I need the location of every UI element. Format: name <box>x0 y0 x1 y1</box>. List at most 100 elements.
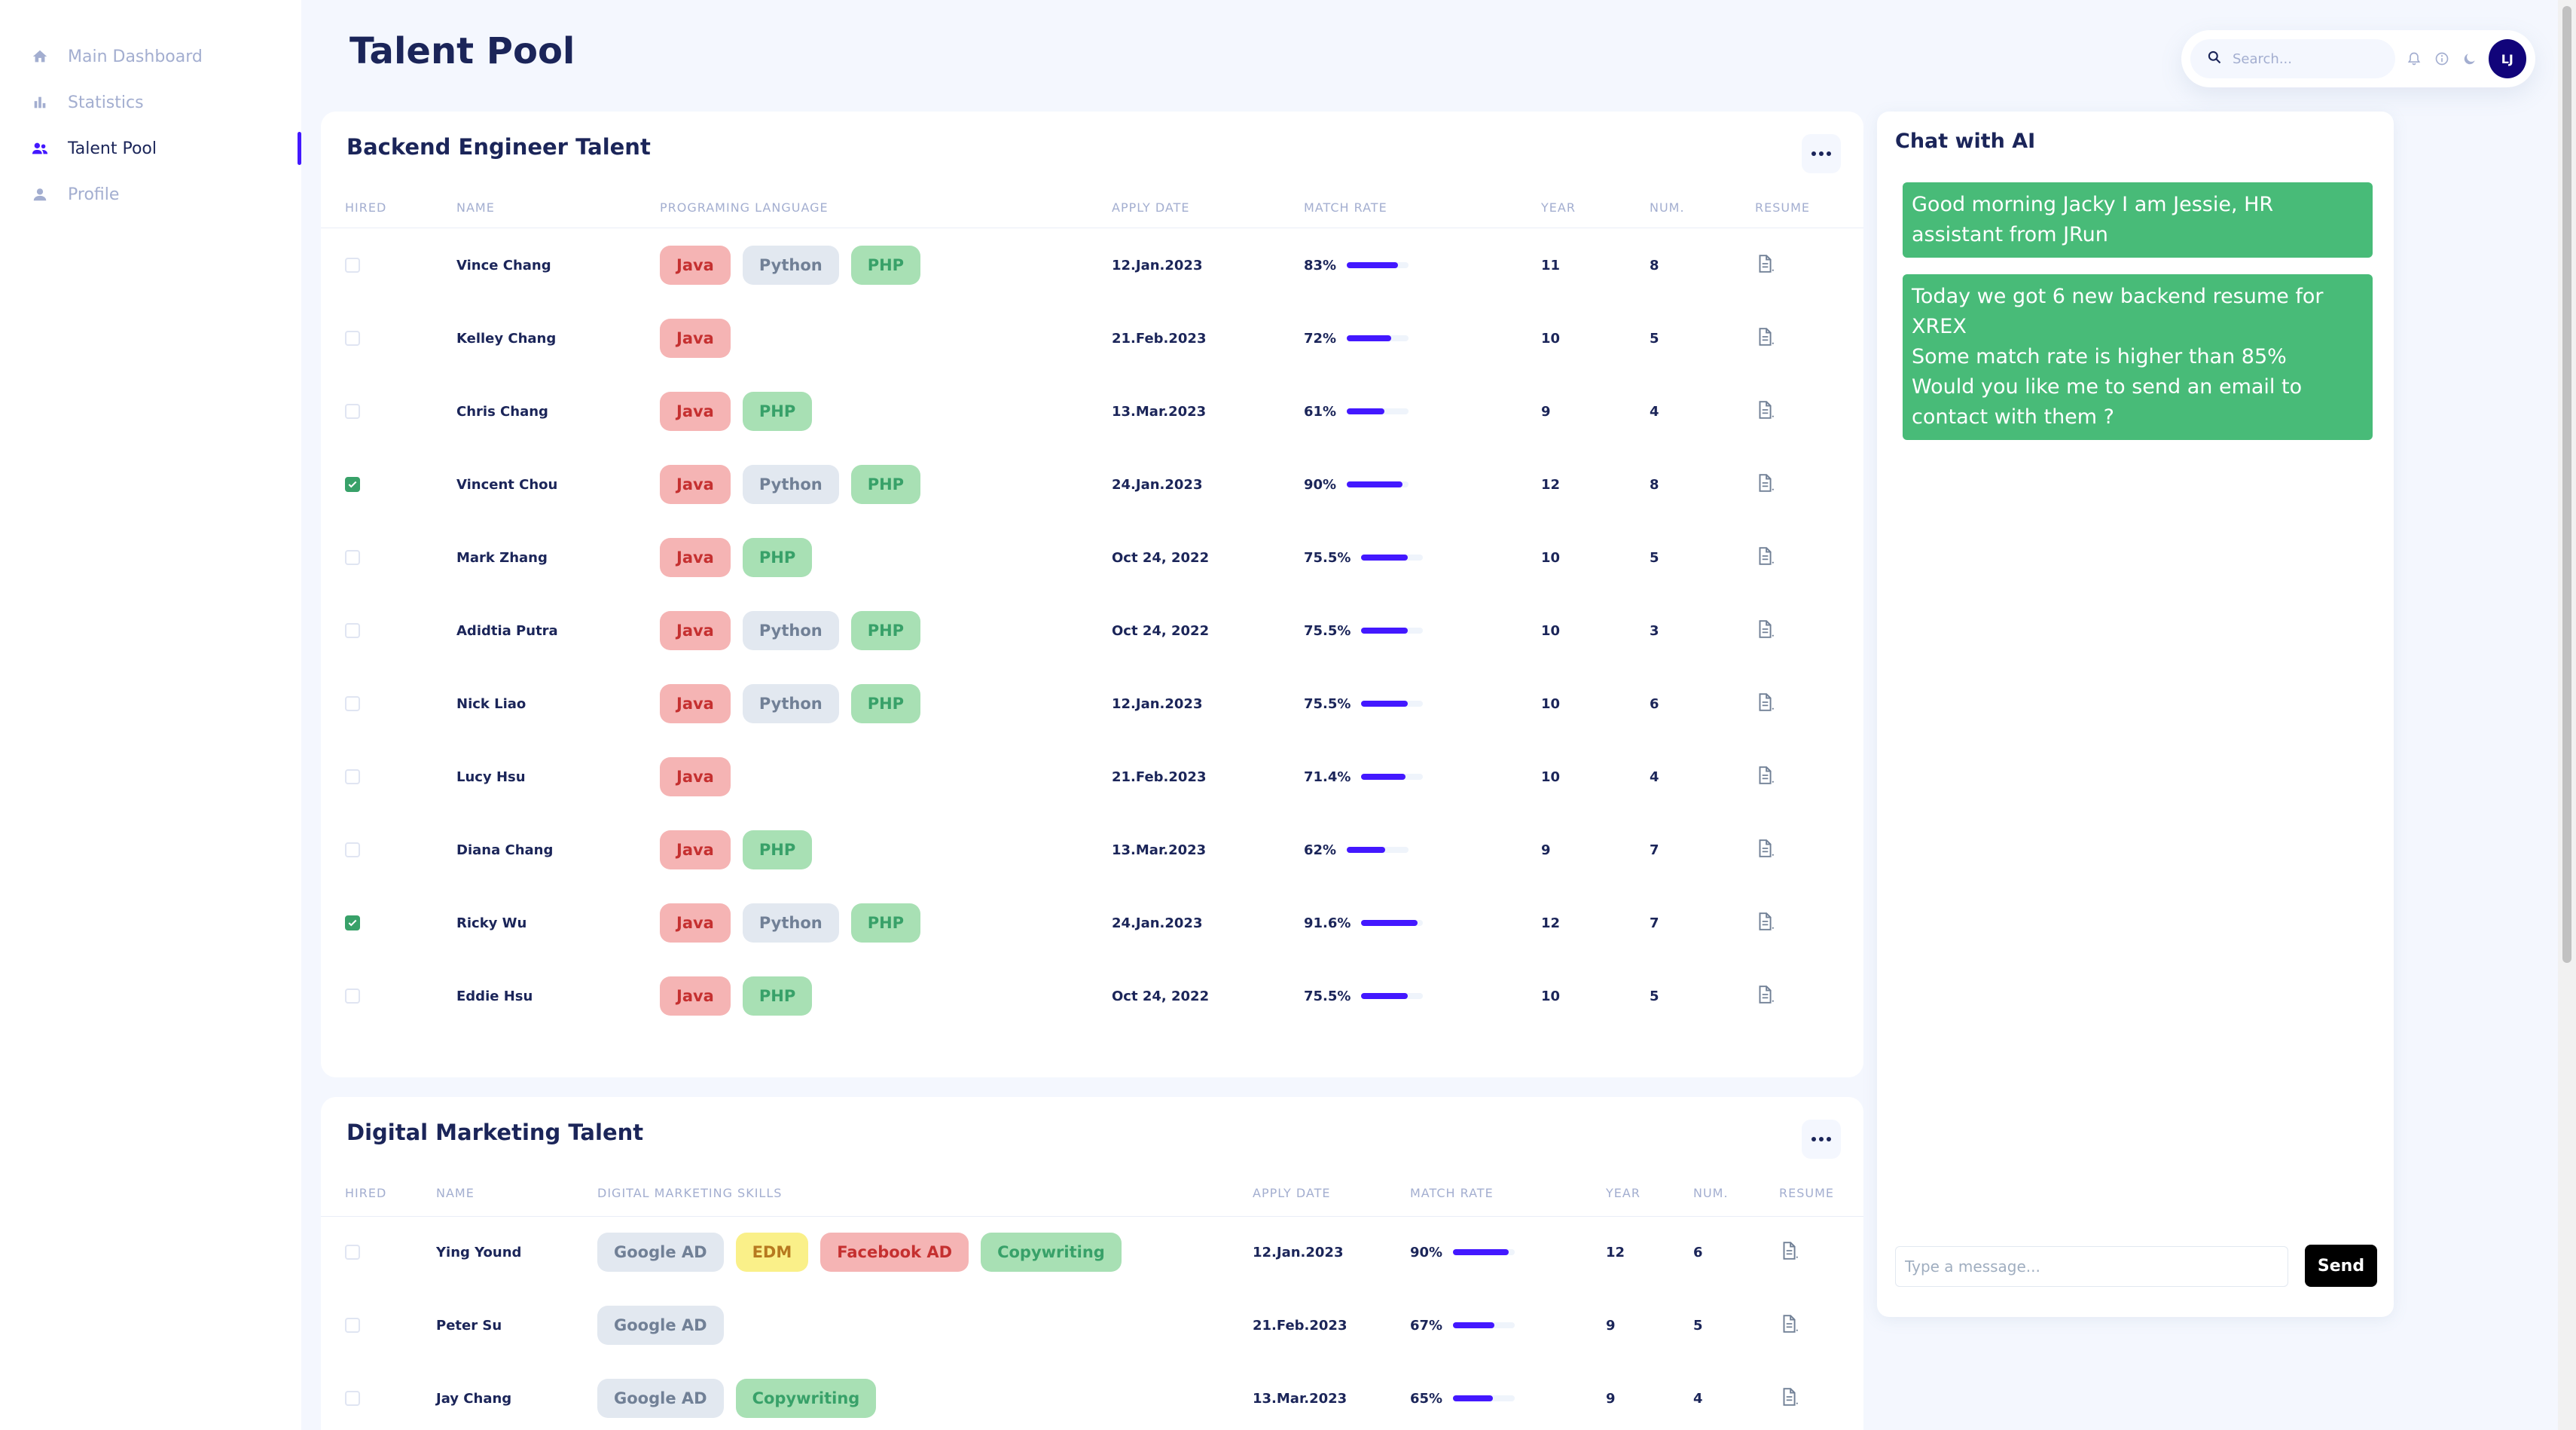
match-rate-value: 71.4% <box>1304 768 1351 785</box>
match-rate-fill <box>1361 628 1409 634</box>
document-icon[interactable] <box>1755 839 1775 862</box>
candidate-name: Jay Chang <box>436 1390 512 1407</box>
hired-checkbox[interactable] <box>345 769 360 784</box>
search-input[interactable] <box>2233 50 2383 67</box>
skills-cell: Google AD Copywriting <box>597 1362 877 1430</box>
hired-checkbox[interactable] <box>345 1318 360 1333</box>
bell-icon[interactable] <box>2404 49 2423 69</box>
document-icon[interactable] <box>1755 765 1775 789</box>
match-rate-bar <box>1347 847 1409 853</box>
year-value: 10 <box>1541 622 1561 639</box>
hired-checkbox[interactable] <box>345 550 360 565</box>
year-value: 10 <box>1541 988 1561 1004</box>
skill-tag: PHP <box>850 903 921 943</box>
match-rate-bar <box>1361 555 1424 561</box>
hired-checkbox[interactable] <box>345 477 360 492</box>
match-rate-cell: 83% <box>1304 229 1409 301</box>
chat-message-line: Would you like me to send an email to co… <box>1912 375 2303 429</box>
document-icon[interactable] <box>1779 1241 1799 1264</box>
match-rate-value: 83% <box>1304 257 1337 273</box>
skill-tag: Python <box>742 903 839 943</box>
hired-checkbox[interactable] <box>345 842 360 857</box>
hired-checkbox[interactable] <box>345 696 360 711</box>
more-options-button[interactable] <box>1802 1120 1841 1159</box>
match-rate-bar <box>1453 1322 1515 1328</box>
chat-message-input[interactable] <box>1895 1246 2288 1287</box>
card-title: Backend Engineer Talent <box>346 134 651 160</box>
match-rate-cell: 91.6% <box>1304 887 1424 959</box>
match-rate-value: 75.5% <box>1304 549 1351 566</box>
info-icon[interactable] <box>2432 49 2451 69</box>
match-rate-cell: 72% <box>1304 302 1409 374</box>
hired-checkbox[interactable] <box>345 258 360 273</box>
document-icon[interactable] <box>1755 400 1775 423</box>
column-header: APPLY DATE <box>1253 1186 1331 1200</box>
table-row: Adidtia Putra Java Python PHP Oct 24, 2022 75… <box>321 594 1863 667</box>
document-icon[interactable] <box>1779 1314 1799 1337</box>
match-rate-fill <box>1347 262 1399 268</box>
hired-checkbox[interactable] <box>345 915 360 930</box>
avatar[interactable]: LJ <box>2488 39 2527 78</box>
hired-cell <box>345 302 360 374</box>
num-value: 7 <box>1650 842 1659 858</box>
document-icon[interactable] <box>1755 327 1775 350</box>
skills-cell: Google AD <box>597 1289 724 1361</box>
sidebar-item-talent-pool[interactable]: Talent Pool <box>30 132 301 165</box>
table-row: Eddie Hsu Java PHP Oct 24, 2022 75.5% 10 5 <box>321 960 1863 1032</box>
hired-checkbox[interactable] <box>345 1391 360 1406</box>
hired-cell <box>345 375 360 448</box>
resume-cell <box>1755 448 1775 521</box>
send-button[interactable]: Send <box>2305 1245 2377 1287</box>
match-rate-fill <box>1361 774 1406 780</box>
chat-message: Today we got 6 new backend resume for XR… <box>1903 274 2373 440</box>
hired-checkbox[interactable] <box>345 404 360 419</box>
num-value: 5 <box>1650 330 1659 347</box>
match-rate-value: 90% <box>1410 1244 1443 1260</box>
document-icon[interactable] <box>1755 254 1775 277</box>
document-icon[interactable] <box>1755 473 1775 497</box>
skill-tags: Java PHP <box>660 976 813 1016</box>
card-title: Digital Marketing Talent <box>346 1120 644 1145</box>
apply-date: 13.Mar.2023 <box>1253 1390 1348 1407</box>
match-rate-cell: 75.5% <box>1304 521 1424 594</box>
hired-checkbox[interactable] <box>345 623 360 638</box>
dots-icon <box>1827 151 1831 156</box>
dots-icon <box>1819 1137 1824 1141</box>
sidebar-item-main-dashboard[interactable]: Main Dashboard <box>30 41 301 72</box>
apply-date: 21.Feb.2023 <box>1253 1317 1348 1334</box>
resume-cell <box>1779 1216 1799 1288</box>
document-icon[interactable] <box>1755 985 1775 1008</box>
column-header: DIGITAL MARKETING SKILLS <box>597 1186 783 1200</box>
hired-checkbox[interactable] <box>345 1245 360 1260</box>
chat-message-line: Today we got 6 new backend resume for XR… <box>1912 285 2324 338</box>
skill-tag: EDM <box>735 1233 809 1272</box>
scrollbar-thumb[interactable] <box>2562 6 2571 963</box>
backend-engineer-card: Backend Engineer Talent HIRED NAME PROGRAM… <box>321 112 1863 1077</box>
dots-icon <box>1819 151 1824 156</box>
more-options-button[interactable] <box>1802 134 1841 173</box>
hired-cell <box>345 229 360 301</box>
document-icon[interactable] <box>1755 912 1775 935</box>
sidebar: Main Dashboard Statistics Talent Pool Pr… <box>0 0 301 1430</box>
num-value: 7 <box>1650 915 1659 931</box>
sidebar-item-profile[interactable]: Profile <box>30 179 301 209</box>
skills-cell: Java PHP <box>660 814 813 886</box>
document-icon[interactable] <box>1755 546 1775 570</box>
page-scrollbar[interactable] <box>2558 0 2576 1430</box>
document-icon[interactable] <box>1755 619 1775 643</box>
sidebar-item-statistics[interactable]: Statistics <box>30 87 301 118</box>
hired-checkbox[interactable] <box>345 331 360 346</box>
resume-cell <box>1755 521 1775 594</box>
search-box[interactable] <box>2190 39 2396 78</box>
hired-cell <box>345 1362 360 1430</box>
num-value: 5 <box>1693 1317 1703 1334</box>
hired-checkbox[interactable] <box>345 988 360 1004</box>
chat-message-line: Good morning Jacky I am Jessie, HR assis… <box>1912 193 2274 246</box>
moon-icon[interactable] <box>2460 49 2479 69</box>
hired-cell <box>345 1216 360 1288</box>
document-icon[interactable] <box>1755 692 1775 716</box>
document-icon[interactable] <box>1779 1387 1799 1410</box>
candidate-name: Eddie Hsu <box>456 988 533 1004</box>
chat-panel: Chat with AI Good morning Jacky I am Jes… <box>1877 112 2394 1317</box>
skills-cell: Google AD EDM Facebook AD Copywriting <box>597 1216 1122 1288</box>
